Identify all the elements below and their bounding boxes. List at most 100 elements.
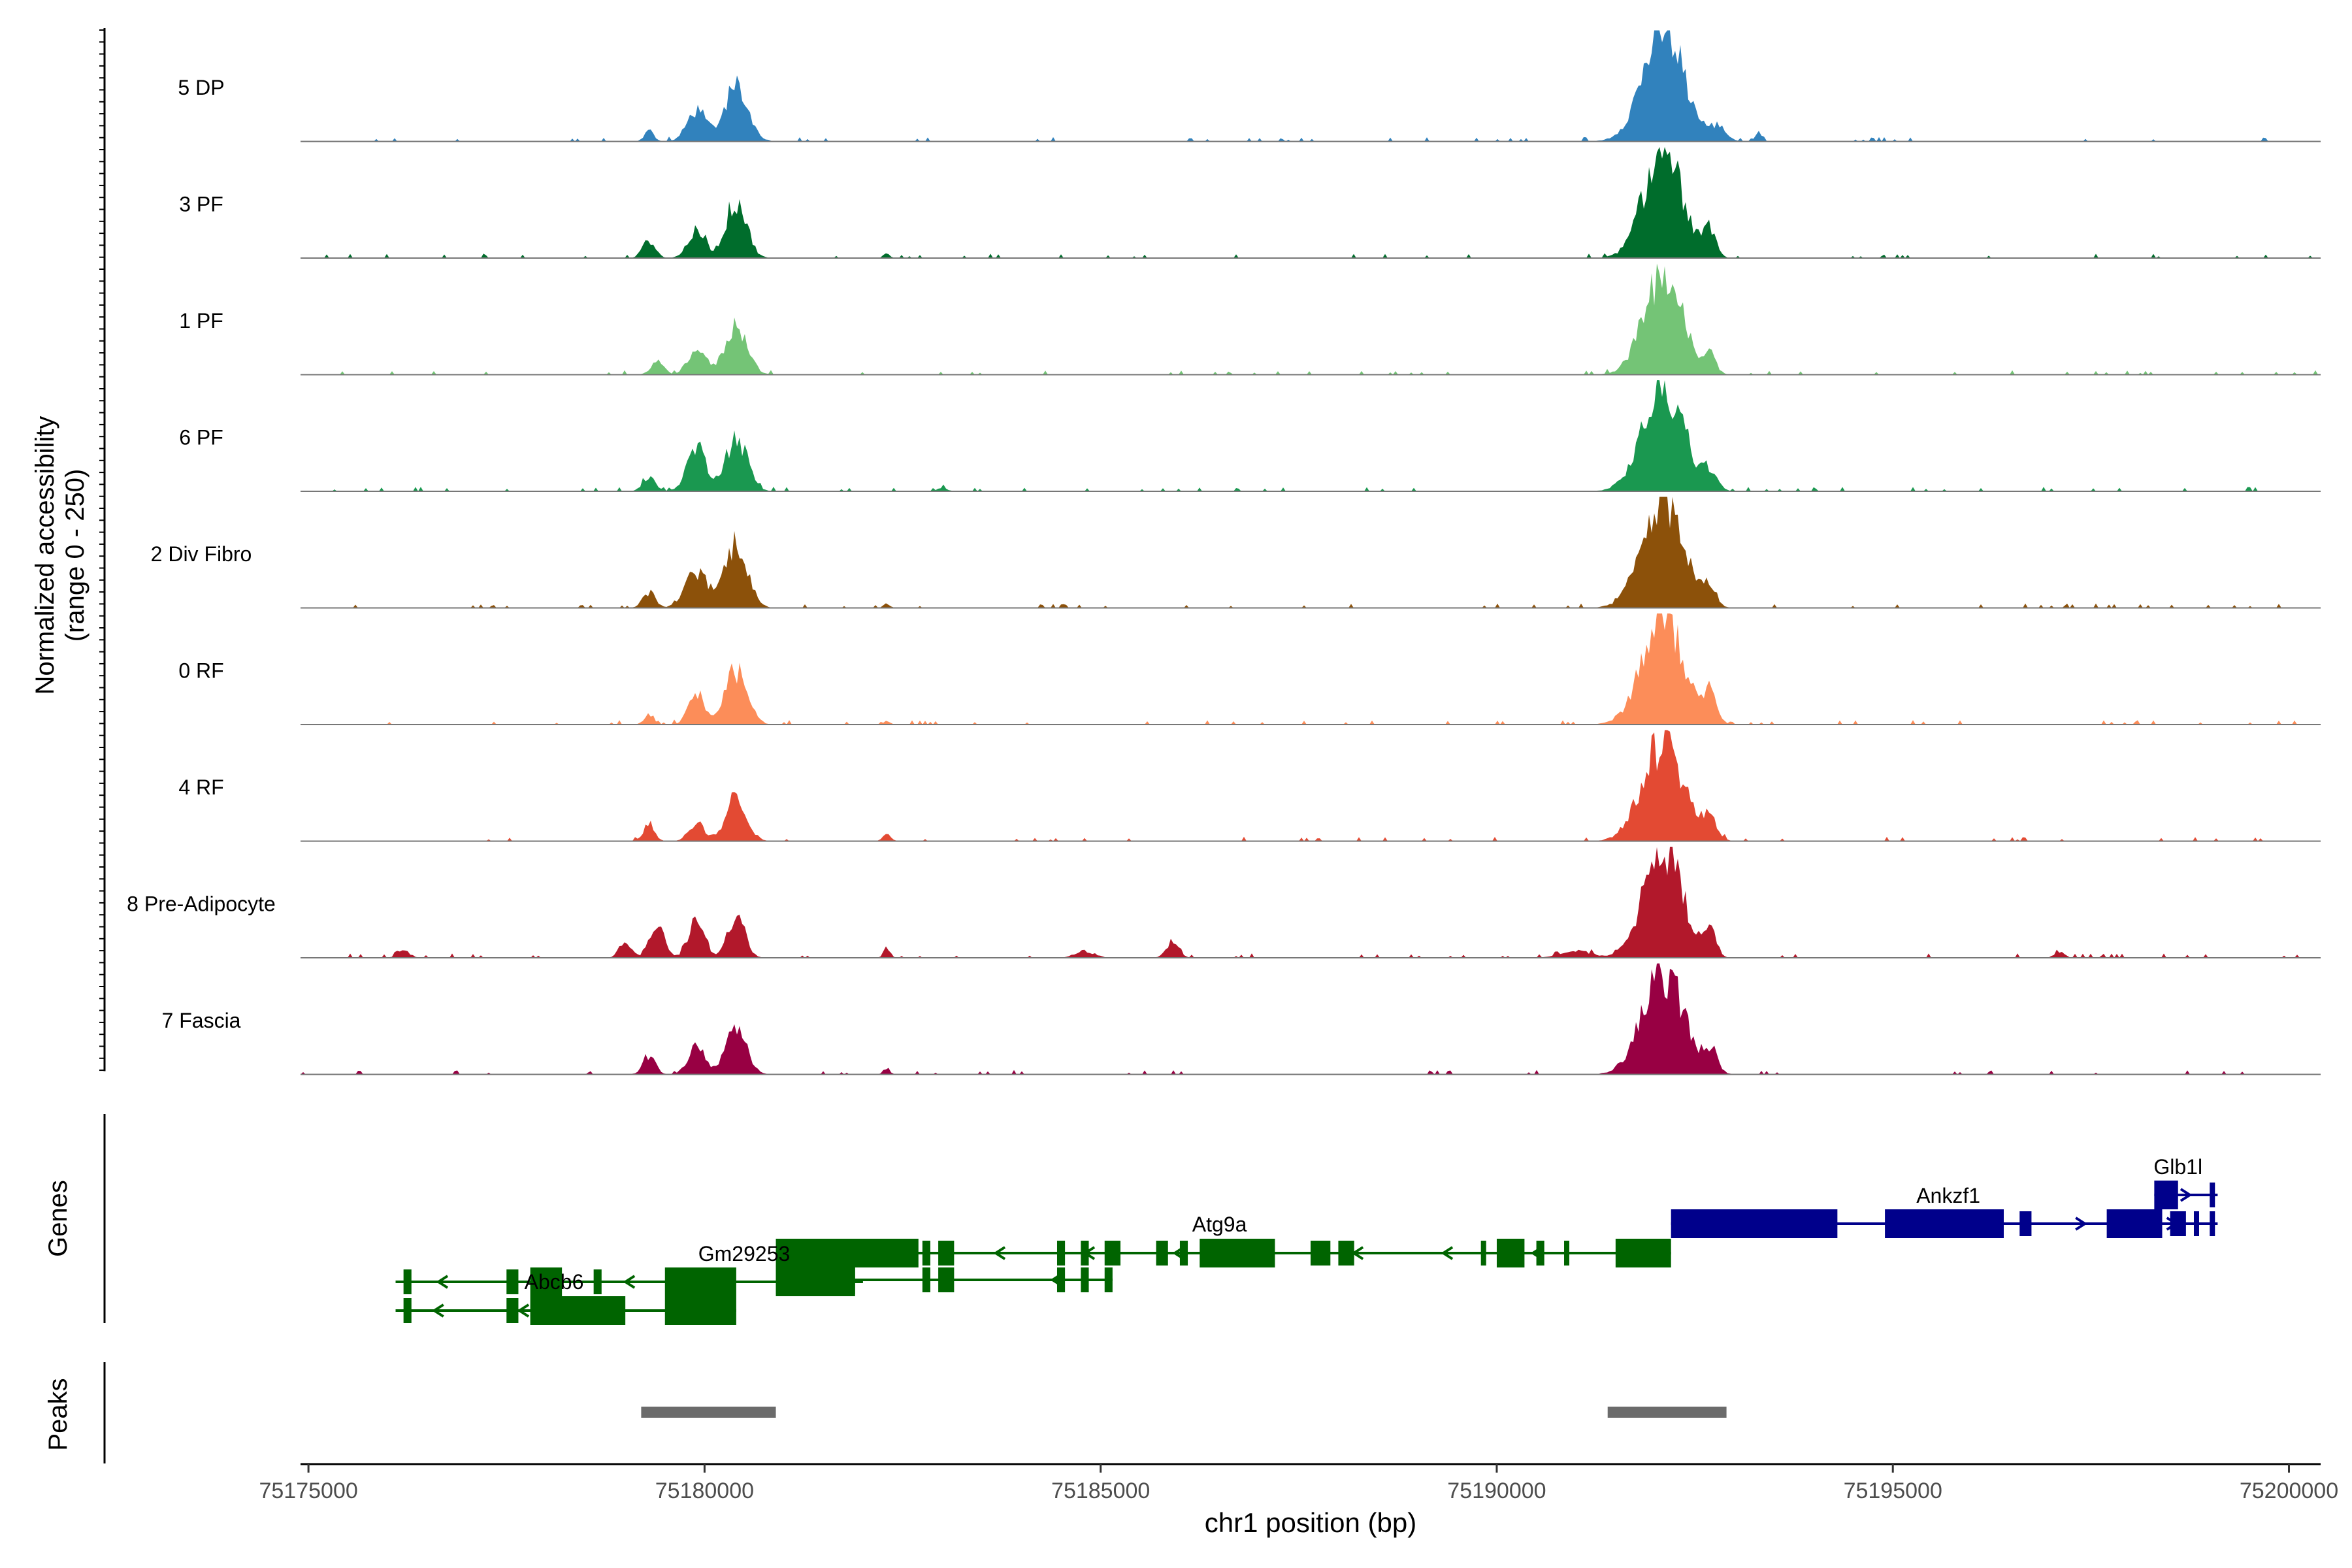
track-label: 1 PF <box>179 309 223 333</box>
track-0-rf: 0 RF <box>178 613 2321 725</box>
track-label: 3 PF <box>179 193 223 216</box>
gene-exon <box>530 1267 563 1296</box>
strand-arrow <box>436 1275 449 1289</box>
gene-exon <box>938 1241 955 1266</box>
x-tick-label: 75180000 <box>655 1478 754 1503</box>
track-label: 6 PF <box>179 426 223 449</box>
coverage-area <box>301 613 2320 725</box>
genes-panel-label: Genes <box>44 1180 73 1257</box>
coverage-area <box>301 147 2320 258</box>
gene-exon <box>1671 1209 1838 1238</box>
gene-exon <box>1056 1241 1066 1266</box>
gene-exon <box>2106 1209 2163 1238</box>
gene-exon <box>2170 1211 2186 1236</box>
gene-exon <box>1179 1241 1188 1266</box>
coverage-area <box>301 380 2320 491</box>
coverage-tracks: 5 DP 3 PF 1 PF 6 PF 2 Div Fibro 0 RF 4 RF 8 Pre… <box>99 28 2321 1075</box>
gene-exon <box>1496 1239 1525 1267</box>
gene-exon <box>593 1269 602 1294</box>
x-tick-label: 75185000 <box>1051 1478 1150 1503</box>
coverage-area <box>301 730 2320 841</box>
track-6-pf: 6 PF <box>179 380 2321 492</box>
track-label: 0 RF <box>178 659 223 683</box>
strand-arrow <box>517 1303 530 1318</box>
gene-exon <box>776 1239 919 1267</box>
gene-model <box>395 1267 863 1296</box>
peaks-panel-label: Peaks <box>44 1378 73 1450</box>
gene-exon <box>2154 1181 2178 1209</box>
track-4-rf: 4 RF <box>178 730 2321 842</box>
track-label: 4 RF <box>178 776 223 799</box>
coverage-area <box>301 847 2320 958</box>
gene-exon <box>1081 1267 1089 1292</box>
track-3-pf: 3 PF <box>179 147 2321 259</box>
x-tick-label: 75195000 <box>1844 1478 1942 1503</box>
gene-exon <box>1536 1241 1544 1266</box>
gene-exon <box>1885 1209 2004 1238</box>
gene-exon <box>1104 1267 1113 1292</box>
gene-exon <box>938 1267 955 1292</box>
gene-exon <box>776 1267 855 1296</box>
track-label: 8 Pre-Adipocyte <box>127 892 276 916</box>
gene-exon <box>403 1269 412 1294</box>
genes-panel: Abcb6 Gm29253 Atg9a Ankzf1 Glb1l <box>103 1114 2218 1325</box>
gene-exon <box>1480 1241 1486 1266</box>
gene-exon <box>664 1267 736 1296</box>
coverage-area <box>301 263 2320 375</box>
gene-exon <box>1564 1241 1570 1266</box>
gene-exon <box>1338 1241 1354 1266</box>
gene-exon <box>664 1296 736 1325</box>
strand-arrow <box>1441 1246 1454 1260</box>
gene-model <box>1671 1209 2218 1238</box>
track-1-pf: 1 PF <box>179 263 2321 376</box>
strand-arrow <box>623 1275 636 1289</box>
peaks-panel <box>103 1362 1727 1463</box>
track-label: 7 Fascia <box>162 1009 241 1032</box>
track-5-dp: 5 DP <box>178 30 2321 142</box>
x-axis: 75175000 75180000 75185000 75190000 75195000… <box>259 1463 2338 1503</box>
coverage-area <box>301 30 2320 142</box>
gene-label: Glb1l <box>2153 1155 2202 1179</box>
gene-exon <box>922 1241 930 1266</box>
gene-exon <box>1104 1241 1120 1266</box>
strand-arrow <box>993 1246 1006 1260</box>
gene-exon <box>2210 1211 2215 1236</box>
strand-arrow <box>2075 1217 2087 1231</box>
strand-arrow <box>2180 1188 2193 1202</box>
gene-label: Gm29253 <box>698 1242 791 1266</box>
strand-arrow <box>431 1303 444 1318</box>
gene-model <box>395 1296 736 1325</box>
gene-exon <box>1311 1241 1331 1266</box>
track-8-pre-adipocyte: 8 Pre-Adipocyte <box>127 847 2321 958</box>
gene-label: Ankzf1 <box>1916 1184 1980 1207</box>
gene-label: Atg9a <box>1192 1213 1247 1236</box>
gene-exon <box>1615 1239 1671 1267</box>
track-label: 5 DP <box>178 76 224 99</box>
gene-exon <box>506 1269 519 1294</box>
gene-exon <box>530 1296 626 1325</box>
y-axis-title-line1: Normalized accessibility <box>31 416 59 695</box>
gene-exon <box>506 1298 519 1323</box>
y-axis-title-line2: (range 0 - 250) <box>61 469 90 642</box>
x-tick-label: 75190000 <box>1447 1478 1546 1503</box>
gene-exon <box>1156 1241 1168 1266</box>
x-tick-label: 75175000 <box>259 1478 357 1503</box>
track-2-div-fibro: 2 Div Fibro <box>151 497 2321 609</box>
gene-exon <box>1056 1267 1066 1292</box>
gene-label: Abcb6 <box>525 1270 584 1294</box>
gene-model <box>2154 1181 2218 1209</box>
coverage-area <box>301 497 2320 608</box>
gene-exon <box>403 1298 412 1323</box>
x-tick-label: 75200000 <box>2240 1478 2338 1503</box>
gene-exon <box>2210 1183 2215 1207</box>
gene-exon <box>2019 1211 2032 1236</box>
track-label: 2 Div Fibro <box>151 542 252 566</box>
peak-bar <box>641 1407 776 1418</box>
gene-model <box>776 1239 1671 1267</box>
gene-exon <box>922 1267 930 1292</box>
track-7-fascia: 7 Fascia <box>162 963 2321 1075</box>
peak-bar <box>1607 1407 1727 1418</box>
gene-exon <box>2193 1211 2199 1236</box>
x-axis-title: chr1 position (bp) <box>1205 1507 1417 1538</box>
